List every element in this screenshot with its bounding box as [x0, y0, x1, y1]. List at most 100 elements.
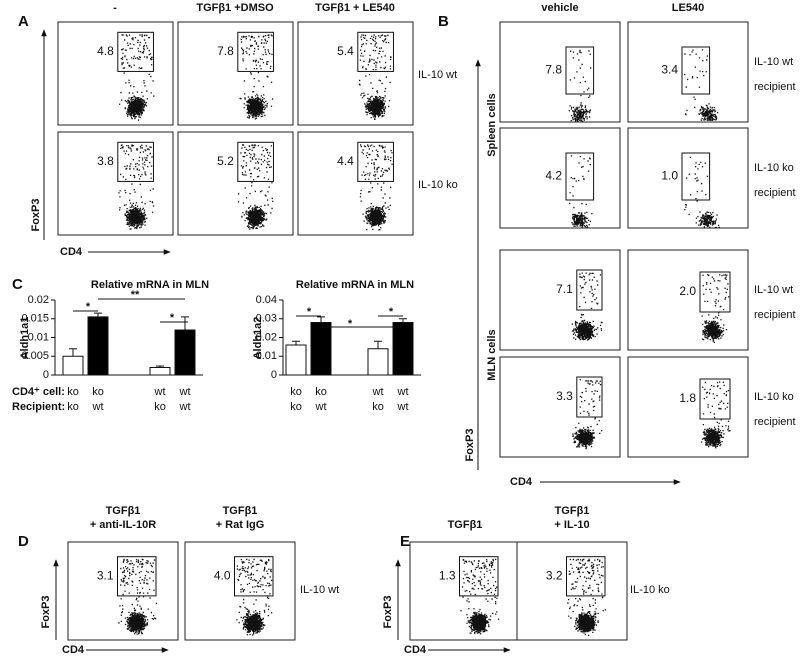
event-dots	[701, 274, 730, 343]
axis-label: FoxP3	[30, 198, 42, 231]
event-dots	[236, 558, 273, 636]
gate	[576, 376, 603, 418]
column-header: -	[113, 2, 117, 14]
gate	[566, 556, 606, 597]
gate	[576, 269, 603, 311]
gate	[681, 46, 711, 95]
gate	[357, 141, 394, 182]
y-tick-label: 0.01	[28, 331, 49, 343]
event-dots	[460, 558, 500, 635]
y-tick-label: 0.04	[256, 294, 277, 306]
x-tick-label: wt	[315, 401, 327, 413]
plot-frame	[627, 356, 749, 458]
axis-label: CD4	[62, 644, 85, 656]
event-dots	[684, 49, 719, 122]
plot-frame	[499, 21, 621, 123]
event-dots	[569, 155, 593, 228]
gate	[117, 141, 154, 182]
row-label: IL-10 ko	[630, 584, 670, 596]
gate	[565, 46, 595, 95]
gate-percent: 2.0	[679, 284, 696, 298]
gate-percent: 5.2	[217, 154, 234, 168]
y-tick-label: 0	[43, 369, 49, 381]
axis-label: FoxP3	[382, 595, 394, 628]
gate	[565, 152, 595, 201]
column-header: TGFβ1 +DMSO	[196, 2, 274, 14]
event-dots	[359, 144, 393, 231]
gate-percent: 4.8	[97, 44, 114, 58]
plot-frame	[499, 127, 621, 229]
gate	[699, 378, 731, 420]
gate-percent: 5.4	[337, 44, 354, 58]
row-label: recipient	[754, 309, 796, 321]
gate-percent: 4.4	[337, 154, 354, 168]
column-header: + anti-IL-10R	[90, 519, 156, 531]
row-label: IL-10 wt	[300, 584, 339, 596]
row-label: IL-10 wt	[418, 69, 457, 81]
axis-label: CD4	[60, 246, 83, 258]
row-label: IL-10 wt	[754, 284, 793, 296]
x-tick-label: ko	[154, 401, 166, 413]
y-tick-label: 0.03	[256, 313, 277, 325]
event-dots	[571, 272, 603, 341]
gate-percent: 3.2	[546, 568, 563, 582]
gate-percent: 4.0	[214, 568, 231, 582]
gate-percent: 7.8	[545, 63, 562, 77]
gate-percent: 1.8	[679, 391, 696, 405]
y-tick-label: 0	[271, 369, 277, 381]
gate	[357, 31, 394, 72]
gate-percent: 7.8	[217, 44, 234, 58]
gate-percent: 3.4	[661, 63, 678, 77]
column-header: vehicle	[541, 2, 578, 14]
column-header: LE540	[672, 2, 704, 14]
y-tick-label: 0.02	[256, 331, 277, 343]
plot-frame	[184, 541, 296, 641]
gate	[681, 152, 711, 201]
axis-label: CD4	[510, 476, 533, 488]
significance-mark: *	[86, 301, 91, 313]
column-header: + IL-10	[554, 519, 589, 531]
row-label: IL-10 ko	[754, 391, 794, 403]
significance-mark: *	[389, 306, 394, 318]
x-tick-label: wt	[372, 386, 384, 398]
plot-frame	[57, 21, 174, 126]
x-tick-label: wt	[397, 401, 409, 413]
event-dots	[567, 558, 607, 637]
axis-label: Aldh1a2	[252, 317, 264, 360]
row-label: Recipient:	[12, 401, 65, 413]
event-dots	[118, 144, 155, 230]
gate-percent: 1.3	[439, 568, 456, 582]
plot-frame	[627, 249, 749, 351]
panel-label: D	[18, 533, 29, 550]
x-tick-label: ko	[67, 401, 79, 413]
plot-frame	[177, 21, 294, 126]
event-dots	[358, 34, 392, 120]
x-tick-label: ko	[290, 386, 302, 398]
y-tick-label: 0.015	[21, 313, 49, 325]
event-dots	[684, 156, 720, 229]
event-dots	[118, 558, 158, 635]
panel-label: A	[18, 13, 29, 30]
gate-percent: 3.8	[97, 154, 114, 168]
column-header: + Rat IgG	[216, 519, 265, 531]
gate-percent: 1.0	[661, 169, 678, 183]
plot-frame	[67, 541, 179, 641]
x-tick-label: ko	[315, 386, 327, 398]
axis-label: CD4	[404, 644, 427, 656]
column-header: TGFβ1	[448, 519, 483, 531]
event-dots	[239, 34, 274, 120]
plot-frame	[177, 131, 294, 236]
panel-label: B	[438, 13, 449, 30]
plot-frame	[297, 131, 414, 236]
plot-frame	[57, 131, 174, 236]
bar	[174, 329, 196, 376]
column-header: TGFβ1	[555, 505, 590, 517]
chart-title: Relative mRNA in MLN	[91, 279, 209, 291]
plot-frame	[297, 21, 414, 126]
gate-percent: 7.1	[556, 282, 573, 296]
bar	[62, 355, 84, 376]
bar	[149, 367, 171, 376]
bar	[310, 322, 332, 376]
significance-mark: **	[131, 289, 140, 301]
x-tick-label: ko	[372, 401, 384, 413]
